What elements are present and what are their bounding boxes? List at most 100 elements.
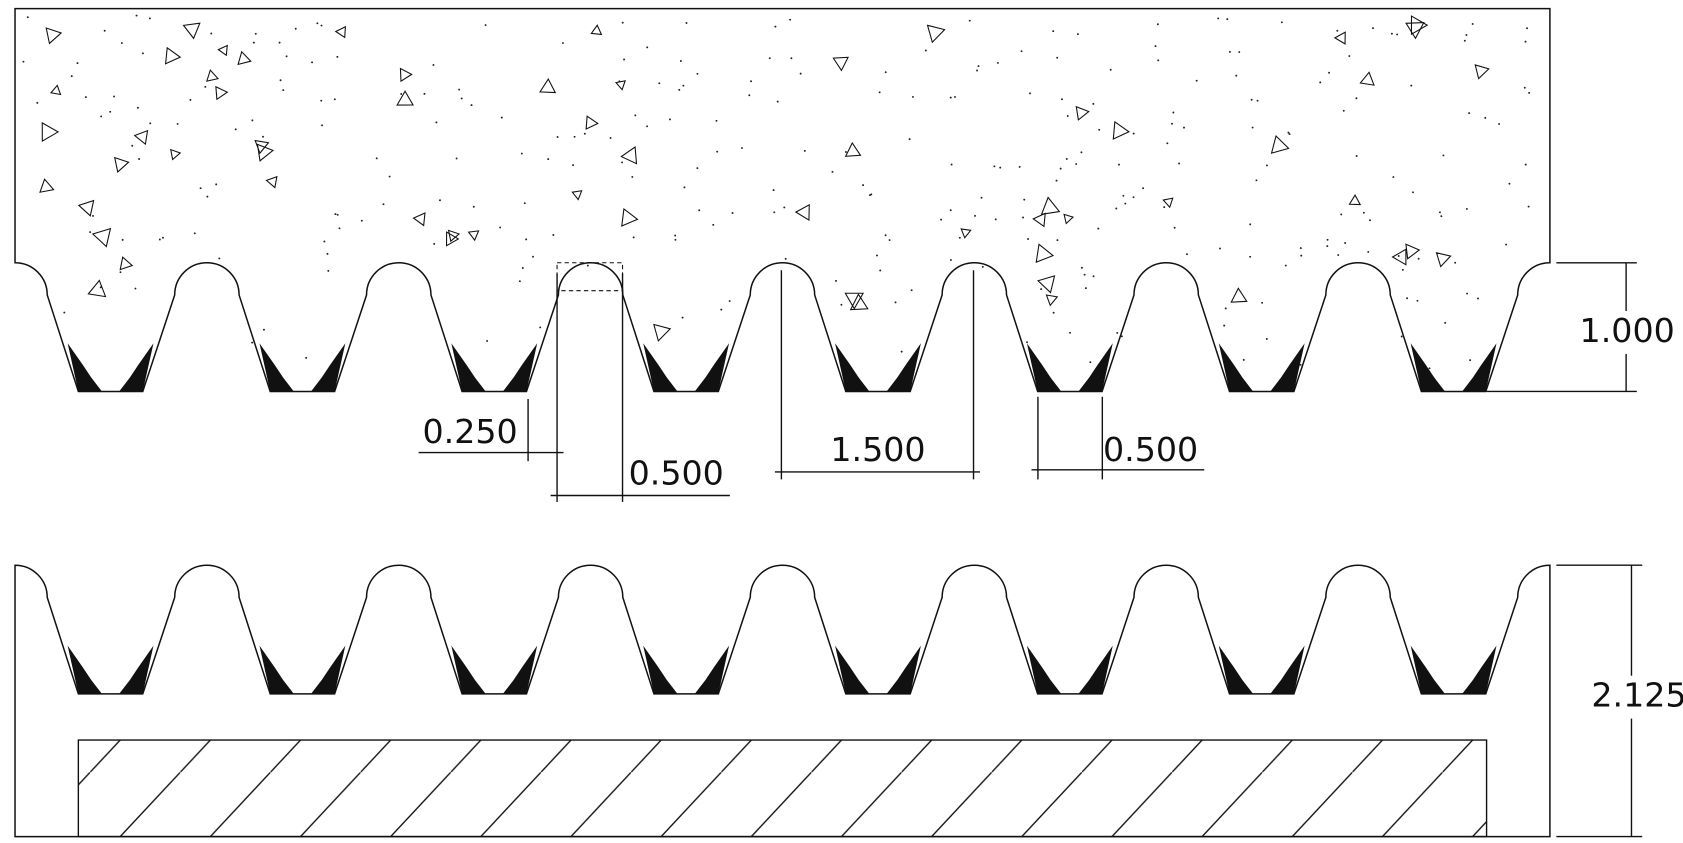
aggregate-stone — [1405, 22, 1425, 40]
aggregate-dot — [949, 209, 952, 212]
aggregate-dot — [790, 57, 793, 60]
aggregate-dot — [1120, 335, 1123, 338]
dimension-label: 0.500 — [1103, 430, 1198, 469]
aggregate-dot — [958, 236, 961, 239]
aggregate-dot — [1362, 211, 1365, 214]
aggregate-dot — [285, 55, 288, 58]
aggregate-dot — [698, 209, 701, 212]
aggregate-dot — [334, 213, 337, 216]
aggregate-stone — [49, 84, 62, 96]
aggregate-dot — [716, 150, 719, 153]
aggregate-stone — [1032, 212, 1046, 228]
aggregate-dot — [1242, 358, 1245, 361]
aggregate-dot — [311, 61, 314, 64]
aggregate-dot — [1396, 33, 1399, 36]
aggregate-dot — [1083, 273, 1086, 276]
aggregate-dot — [1059, 167, 1062, 170]
aggregate-dot — [682, 84, 685, 87]
fill-patch — [1410, 645, 1445, 694]
aggregate-dot — [323, 240, 326, 243]
aggregate-dot — [278, 41, 281, 44]
dimension-height: 1.000 — [1486, 262, 1675, 393]
aggregate-dot — [294, 27, 297, 30]
aggregate-stone — [447, 229, 461, 243]
aggregate-dot — [911, 95, 914, 98]
aggregate-dot — [1156, 23, 1159, 26]
aggregate-dot — [1466, 292, 1469, 295]
aggregate-dot — [1026, 341, 1028, 344]
aggregate-dot — [162, 236, 164, 239]
aggregate-dot — [1392, 176, 1395, 179]
aggregate-dot — [950, 163, 953, 166]
fill-patch — [1026, 343, 1062, 392]
aggregate-dot — [1027, 238, 1030, 240]
aggregate-dot — [722, 362, 725, 365]
aggregate-dot — [1328, 71, 1331, 74]
aggregate-dot — [1092, 102, 1095, 105]
aggregate-stone — [1474, 64, 1490, 80]
aggregate-dot — [1454, 261, 1457, 264]
aggregate-stone — [1359, 71, 1375, 86]
aggregate-dot — [583, 132, 586, 135]
aggregate-dot — [658, 82, 661, 85]
aggregate-dot — [1084, 287, 1087, 290]
aggregate-dot — [131, 144, 134, 147]
aggregate-dot — [1219, 247, 1222, 250]
fill-patch — [835, 645, 870, 694]
aggregate-dot — [1228, 50, 1231, 53]
aggregate-dot — [678, 88, 681, 91]
aggregate-dot — [135, 14, 138, 17]
aggregate-dot — [141, 52, 144, 55]
aggregate-dot — [674, 234, 677, 237]
aggregate-dot — [499, 226, 502, 229]
aggregate-dot — [1390, 32, 1393, 35]
aggregate-dot — [1092, 275, 1095, 278]
aggregate-dot — [1401, 268, 1404, 271]
aggregate-dot — [215, 183, 218, 186]
aggregate-stone — [114, 156, 130, 173]
aggregate-dot — [1372, 27, 1374, 30]
aggregate-dot — [1132, 196, 1135, 199]
aggregate-dot — [252, 41, 255, 44]
aggregate-dot — [1132, 132, 1135, 135]
aggregate-stone — [1112, 120, 1131, 140]
aggregate-dot — [572, 164, 575, 167]
aggregate-dot — [1173, 226, 1176, 229]
aggregate-dot — [320, 24, 323, 27]
aggregate-dot — [1069, 331, 1072, 334]
aggregate-dot — [382, 203, 385, 206]
aggregate-dot — [784, 257, 787, 260]
aggregate-dot — [1195, 79, 1198, 82]
aggregate-dot — [455, 157, 458, 160]
aggregate-dot — [76, 62, 79, 65]
aggregate-stone — [164, 46, 182, 65]
aggregate-stone — [265, 175, 278, 189]
aggregate-dot — [1265, 164, 1268, 167]
aggregate-dot — [1122, 194, 1125, 197]
aggregate-dot — [1284, 264, 1287, 267]
aggregate-dot — [1508, 182, 1511, 185]
aggregate-dot — [924, 49, 927, 52]
aggregate-dot — [994, 218, 997, 221]
aggregate-dot — [1355, 155, 1358, 157]
aggregate-dot — [1465, 207, 1468, 210]
aggregate-dot — [262, 328, 265, 331]
aggregate-dot — [1340, 213, 1343, 216]
aggregate-dot — [803, 149, 806, 152]
aggregate-dot — [539, 326, 542, 329]
aggregate-dot — [438, 199, 441, 202]
aggregate-dot — [1348, 55, 1351, 58]
aggregate-dot — [1172, 111, 1175, 114]
fill-patch — [1078, 343, 1113, 392]
aggregate-dot — [327, 269, 330, 272]
aggregate-dot — [1438, 211, 1441, 214]
aggregate-dot — [176, 122, 179, 125]
aggregate-dot — [470, 104, 473, 107]
aggregate-dot — [423, 92, 426, 95]
aggregate-dot — [1163, 206, 1166, 209]
aggregate-dot — [773, 211, 776, 214]
aggregate-dot — [980, 196, 983, 199]
aggregate-dot — [586, 264, 589, 267]
aggregate-dot — [1288, 133, 1291, 136]
aggregate-dot — [783, 206, 786, 209]
